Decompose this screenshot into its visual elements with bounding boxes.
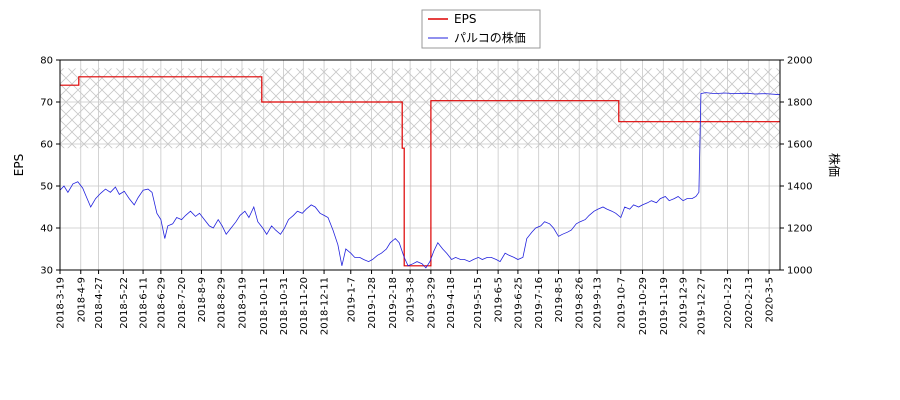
x-tick-label: 2019-7-16: [534, 277, 545, 329]
left-tick-label: 70: [40, 98, 53, 109]
x-tick-label: 2018-11-20: [299, 277, 310, 335]
x-tick-label: 2018-8-9: [197, 277, 208, 322]
right-y-axis: 1000 1200 1400 1600 1800 2000: [780, 56, 812, 277]
hatched-band: [60, 68, 780, 149]
right-tick-label: 1200: [787, 224, 812, 235]
left-tick-label: 30: [40, 266, 53, 277]
x-tick-label: 2019-10-7: [616, 277, 627, 329]
x-tick-label: 2020-2-13: [744, 277, 755, 329]
series-eps-line: [60, 76, 780, 267]
x-tick-label: 2018-6-11: [139, 277, 150, 329]
left-axis-label: EPS: [12, 154, 26, 176]
x-tick-label: 2018-10-11: [259, 277, 270, 335]
x-tick-label: 2018-9-19: [237, 277, 248, 329]
legend-label-stock: パルコの株価: [454, 30, 526, 45]
plot-frame: [59, 59, 781, 271]
x-tick-label: 2019-5-15: [473, 277, 484, 329]
left-tick-label: 40: [40, 224, 53, 235]
left-tick-label: 80: [40, 56, 53, 67]
left-tick-label: 50: [40, 182, 53, 193]
x-axis: 2018-3-19 2018-4-9 2018-4-27 2018-5-22 2018-…: [56, 270, 776, 335]
x-tick-label: 2019-8-5: [554, 277, 565, 322]
right-axis-label: 株価: [827, 153, 842, 177]
legend-label-eps: EPS: [454, 12, 476, 26]
right-tick-label: 2000: [787, 56, 812, 67]
x-tick-label: 2019-4-18: [446, 277, 457, 329]
x-tick-label: 2018-5-22: [119, 277, 130, 329]
right-tick-label: 1400: [787, 182, 812, 193]
x-tick-label: 2019-12-27: [696, 277, 707, 335]
x-tick-label: 2019-8-26: [575, 277, 586, 329]
x-tick-label: 2019-10-29: [638, 277, 649, 335]
x-tick-label: 2019-3-29: [426, 277, 437, 329]
x-tick-label: 2020-1-23: [723, 277, 734, 329]
right-tick-label: 1800: [787, 98, 812, 109]
series-lines: [60, 76, 780, 269]
x-tick-label: 2019-12-9: [679, 277, 690, 329]
legend-box: [421, 9, 541, 49]
right-tick-label: 1000: [787, 266, 812, 277]
x-tick-label: 2018-8-29: [217, 277, 228, 329]
left-y-axis: 30 40 50 60 70 80: [40, 56, 60, 277]
x-tick-label: 2019-6-5: [494, 277, 505, 322]
x-tick-label: 2019-9-13: [593, 277, 604, 329]
x-tick-label: 2018-4-9: [76, 277, 87, 322]
x-tick-label: 2019-6-25: [513, 277, 524, 329]
series-stock-line: [60, 92, 780, 269]
x-tick-label: 2018-7-20: [177, 277, 188, 329]
x-tick-label: 2019-11-19: [659, 277, 670, 335]
x-tick-label: 2019-1-28: [367, 277, 378, 329]
x-tick-label: 2019-2-18: [388, 277, 399, 329]
x-tick-label: 2018-12-11: [320, 277, 331, 335]
x-tick-label: 2018-10-31: [279, 277, 290, 335]
x-tick-label: 2020-3-5: [765, 277, 776, 322]
x-tick-label: 2018-4-27: [94, 277, 105, 329]
x-tick-label: 2018-6-29: [156, 277, 167, 329]
x-tick-label: 2018-3-19: [56, 277, 67, 329]
x-tick-label: 2019-1-7: [346, 277, 357, 322]
right-tick-label: 1600: [787, 140, 812, 151]
x-tick-label: 2019-3-8: [406, 277, 417, 322]
legend: EPS パルコの株価: [421, 9, 541, 49]
left-tick-label: 60: [40, 140, 53, 151]
